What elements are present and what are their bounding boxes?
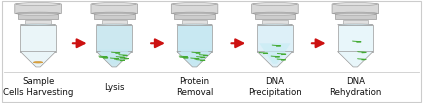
FancyBboxPatch shape <box>15 4 61 14</box>
Ellipse shape <box>338 24 373 25</box>
Polygon shape <box>257 52 293 67</box>
Polygon shape <box>182 20 207 24</box>
Polygon shape <box>179 49 210 64</box>
Polygon shape <box>259 43 291 64</box>
Polygon shape <box>177 52 212 67</box>
Polygon shape <box>94 14 135 19</box>
Polygon shape <box>18 14 58 19</box>
Ellipse shape <box>94 13 135 15</box>
Ellipse shape <box>92 12 136 15</box>
Ellipse shape <box>173 12 217 15</box>
Ellipse shape <box>335 13 376 15</box>
Polygon shape <box>338 52 373 67</box>
Ellipse shape <box>177 24 212 25</box>
Ellipse shape <box>16 3 60 6</box>
Polygon shape <box>338 25 373 52</box>
Polygon shape <box>96 52 132 67</box>
Ellipse shape <box>257 24 293 25</box>
Ellipse shape <box>253 3 297 6</box>
Polygon shape <box>99 49 130 64</box>
Ellipse shape <box>333 3 377 6</box>
Ellipse shape <box>18 13 58 15</box>
FancyBboxPatch shape <box>252 4 298 14</box>
Polygon shape <box>257 25 293 52</box>
Text: DNA
Precipitation: DNA Precipitation <box>248 77 302 97</box>
Polygon shape <box>262 20 288 24</box>
Polygon shape <box>96 25 132 52</box>
Ellipse shape <box>174 13 215 15</box>
Ellipse shape <box>173 3 217 6</box>
Polygon shape <box>20 25 56 52</box>
FancyBboxPatch shape <box>171 4 218 14</box>
Polygon shape <box>177 25 212 52</box>
Text: Lysis: Lysis <box>104 83 124 92</box>
FancyBboxPatch shape <box>91 4 137 14</box>
Polygon shape <box>102 20 127 24</box>
Text: Sample
Cells Harvesting: Sample Cells Harvesting <box>3 77 73 97</box>
Ellipse shape <box>253 12 297 15</box>
Polygon shape <box>174 14 215 19</box>
Ellipse shape <box>92 3 136 6</box>
Ellipse shape <box>20 24 56 25</box>
Polygon shape <box>20 52 56 67</box>
Polygon shape <box>255 14 295 19</box>
Text: DNA
Rehydration: DNA Rehydration <box>329 77 382 97</box>
Ellipse shape <box>333 12 377 15</box>
Text: Protein
Removal: Protein Removal <box>176 77 213 97</box>
FancyBboxPatch shape <box>2 1 421 102</box>
Ellipse shape <box>16 12 60 15</box>
Ellipse shape <box>96 24 132 25</box>
Ellipse shape <box>33 62 43 63</box>
Ellipse shape <box>255 13 295 15</box>
Polygon shape <box>25 20 51 24</box>
FancyBboxPatch shape <box>332 4 379 14</box>
Polygon shape <box>335 14 376 19</box>
Polygon shape <box>343 20 368 24</box>
